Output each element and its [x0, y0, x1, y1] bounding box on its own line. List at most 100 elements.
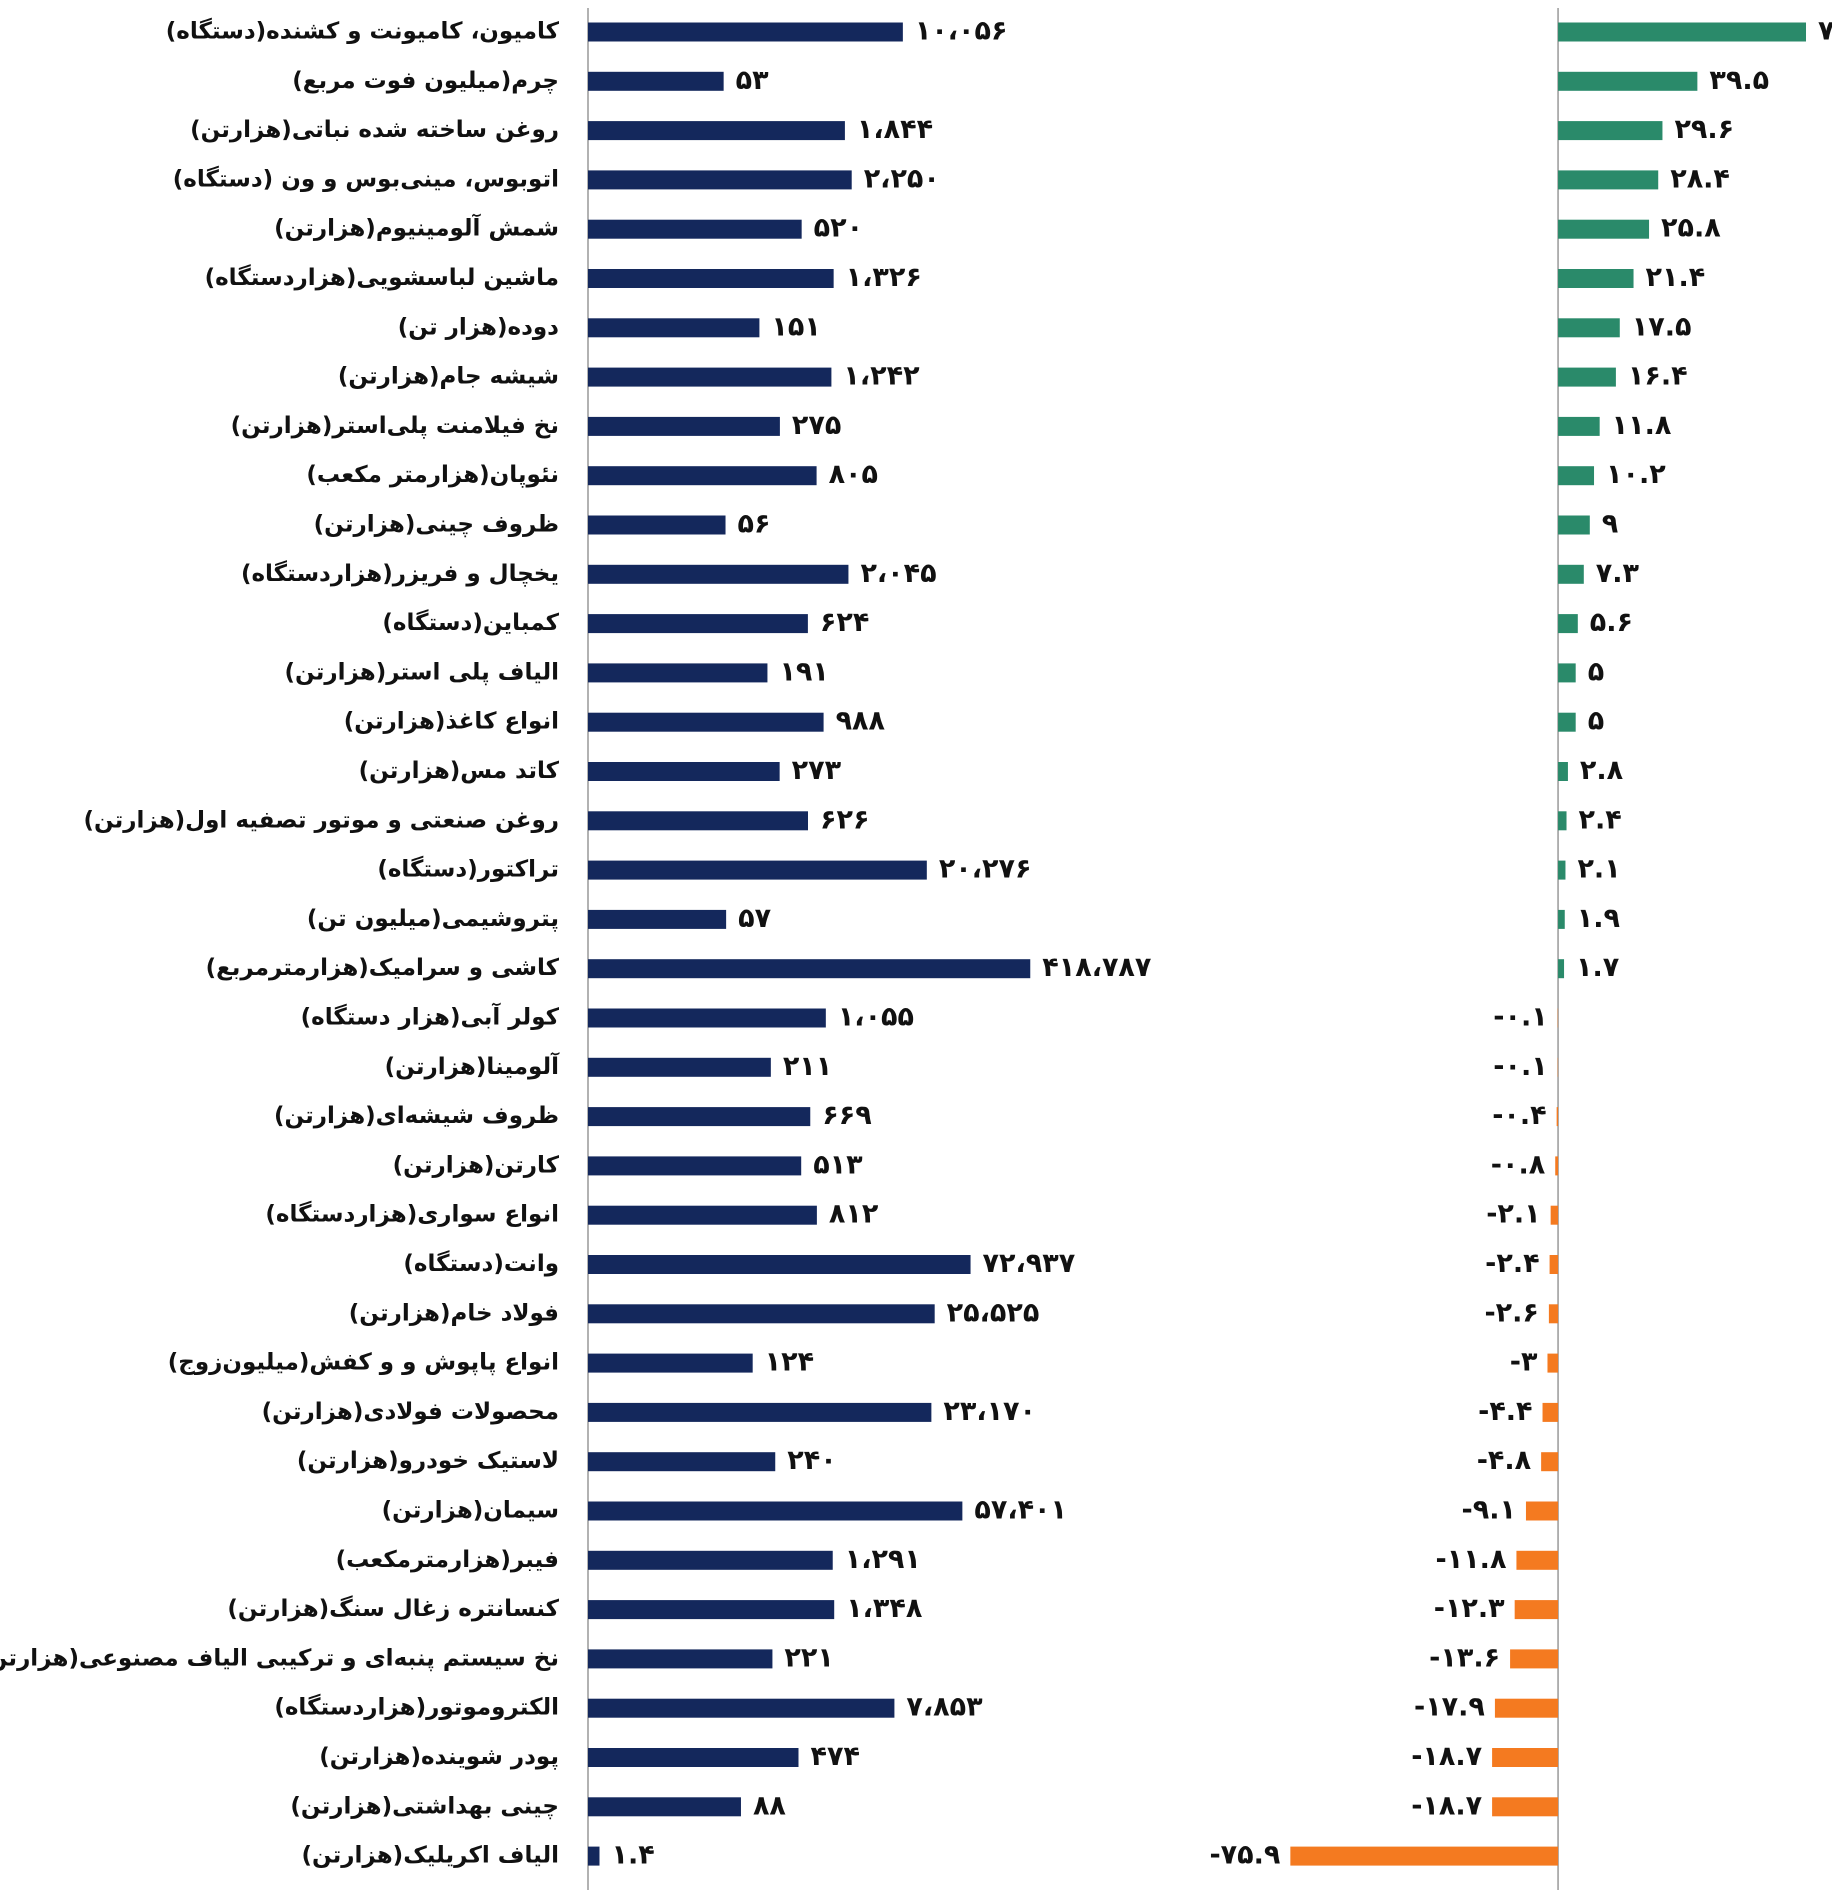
value-label: -۱۳.۶: [1429, 1642, 1500, 1673]
value-label: ۵: [1588, 706, 1604, 737]
category-label: انواع کاغذ(هزارتن): [344, 709, 559, 735]
bar: [588, 170, 852, 190]
value-label: -۰.۸: [1491, 1149, 1546, 1180]
bar: [1290, 1846, 1559, 1866]
value-label: ۵۱۳: [813, 1149, 863, 1180]
value-label: ۲،۰۴۵: [860, 558, 936, 589]
category-label: پودر شوینده(هزارتن): [319, 1744, 559, 1770]
category-label: لاستیک خودرو(هزارتن): [297, 1448, 559, 1474]
bar: [1558, 564, 1584, 584]
value-label: ۱.۴: [611, 1840, 654, 1871]
bar: [1558, 219, 1650, 239]
category-label: روغن ساخته شده نباتی(هزارتن): [190, 117, 559, 143]
value-label: ۱،۳۲۶: [846, 262, 922, 293]
bar: [1558, 466, 1595, 486]
bar: [588, 1156, 802, 1176]
bar: [1550, 1205, 1559, 1225]
category-label: روغن صنعتی و موتور تصفیه اول(هزارتن): [83, 807, 559, 833]
value-label: ۱۶.۴: [1628, 361, 1688, 392]
category-label: الیاف اکریلیک(هزارتن): [301, 1843, 559, 1869]
bar: [588, 1402, 932, 1422]
bar: [588, 219, 802, 239]
bar: [1556, 1107, 1559, 1127]
category-label: الکتروموتور(هزاردستگاه): [274, 1694, 559, 1721]
bar: [588, 318, 760, 338]
category-label: الیاف پلی استر(هزارتن): [284, 659, 559, 685]
value-label: -۱۸.۷: [1411, 1741, 1482, 1772]
category-label: کاشی و سرامیک(هزارمترمربع): [206, 955, 560, 981]
category-label: انواع سواری(هزاردستگاه): [265, 1201, 559, 1228]
bar: [588, 367, 832, 387]
category-label: چرم(میلیون فوت مربع): [292, 68, 559, 94]
value-label: -۲.۴: [1485, 1248, 1539, 1279]
value-label: ۹: [1602, 509, 1618, 540]
bar: [588, 762, 780, 781]
bar: [1492, 1797, 1559, 1817]
bar: [1548, 1304, 1559, 1324]
bar: [1558, 318, 1620, 338]
value-label: ۵.۶: [1590, 607, 1633, 638]
value-label: ۷۲،۹۳۷: [983, 1248, 1076, 1279]
value-label: -۱۱.۸: [1436, 1544, 1507, 1575]
category-label: کنسانتره زغال سنگ(هزارتن): [227, 1595, 559, 1622]
bar: [588, 1698, 895, 1718]
value-label: ۱،۰۵۵: [838, 1002, 914, 1033]
category-label: کولر آبی(هزار دستگاه): [301, 1002, 560, 1031]
bar: [1558, 712, 1576, 732]
bar: [588, 515, 726, 535]
value-label: ۱۰،۰۵۶: [915, 16, 1008, 47]
value-label: -۱۷.۹: [1414, 1692, 1485, 1723]
value-label: ۷،۸۵۳: [906, 1692, 983, 1723]
value-label: ۶۲۶: [820, 804, 869, 835]
bar: [1549, 1255, 1559, 1274]
category-label: محصولات فولادی(هزارتن): [262, 1399, 559, 1425]
bar: [588, 121, 845, 141]
bar: [588, 466, 817, 486]
bar: [588, 1353, 753, 1373]
value-label: -۳: [1510, 1347, 1538, 1378]
bar: [1558, 762, 1568, 781]
value-label: ۲۹.۶: [1674, 114, 1734, 145]
bar: [588, 1649, 773, 1669]
bar: [1558, 269, 1634, 288]
value-label: ۸۰۵: [829, 459, 878, 490]
value-label: ۸۸: [753, 1790, 786, 1821]
bar: [588, 1748, 799, 1767]
bar: [588, 1550, 833, 1570]
category-label: اتوبوس، مینی‌بوس و ون (دستگاه): [173, 165, 559, 192]
category-label: نخ سیستم پنبه‌ای و ترکیبی الیاف مصنوعی(ه…: [0, 1645, 559, 1671]
category-label: کمباین(دستگاه): [382, 609, 559, 636]
bar: [1558, 121, 1663, 141]
bar: [588, 712, 824, 732]
category-label: ظروف شیشه‌ای(هزارتن): [274, 1103, 559, 1129]
value-label: ۸۱۲: [829, 1199, 879, 1230]
category-label: کارتن(هزارتن): [393, 1152, 560, 1178]
category-label: یخچال و فریزر(هزاردستگاه): [241, 560, 559, 587]
bar: [1558, 367, 1616, 387]
bar: [1555, 1156, 1559, 1176]
category-label: پتروشیمی(میلیون تن): [307, 906, 559, 932]
value-label: ۲۷۵: [792, 410, 841, 441]
bar: [1558, 909, 1565, 929]
value-label: ۲۳،۱۷۰: [943, 1396, 1036, 1427]
category-label: نخ فیلامنت پلی‌استر(هزارتن): [231, 413, 559, 439]
bar: [588, 1255, 971, 1274]
value-label: ۱۹۱: [779, 656, 828, 687]
category-label: نئوپان(هزارمتر مکعب): [306, 462, 559, 488]
value-label: -۰.۱: [1493, 1051, 1547, 1082]
value-label: -۱۸.۷: [1411, 1790, 1482, 1821]
bar: [588, 1304, 935, 1324]
value-label: -۱۲.۳: [1434, 1593, 1505, 1624]
bar: [1558, 515, 1590, 535]
bar: [588, 959, 1031, 979]
bar: [588, 909, 727, 929]
value-label: -۷۵.۹: [1209, 1840, 1280, 1871]
category-label: شمش آلومینیوم(هزارتن): [274, 213, 559, 242]
category-label: آلومینا(هزارتن): [385, 1051, 560, 1080]
bar: [1510, 1649, 1559, 1669]
value-label: ۷.۳: [1596, 558, 1640, 589]
bar: [588, 1501, 963, 1521]
value-label: ۶۶۹: [822, 1100, 871, 1131]
bar: [1547, 1353, 1559, 1373]
bar: [1514, 1600, 1559, 1620]
